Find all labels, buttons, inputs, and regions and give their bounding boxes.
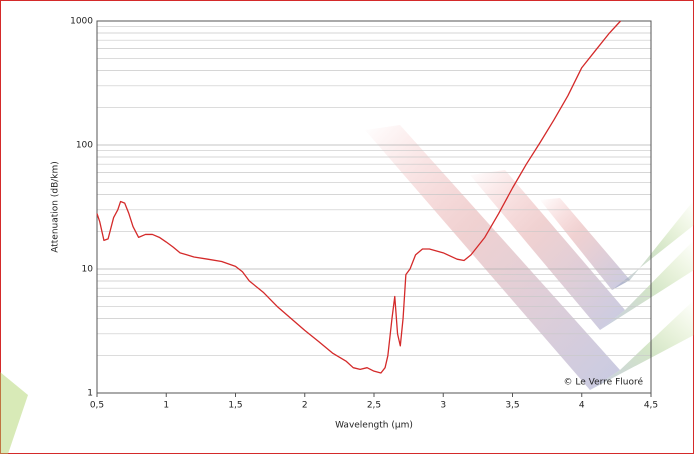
x-tick-label: 4,5 — [644, 401, 658, 411]
x-tick-label: 1 — [163, 401, 169, 411]
x-tick-label: 3 — [440, 401, 446, 411]
x-tick-label: 1,5 — [228, 401, 242, 411]
x-axis-label: Wavelength (µm) — [335, 421, 413, 431]
annotation: © Le Verre Fluoré — [564, 377, 644, 388]
y-tick-label: 1000 — [70, 17, 93, 27]
x-tick-label: 3,5 — [505, 401, 519, 411]
y-tick-label: 100 — [76, 141, 93, 151]
chart: Wavelength (µm) Attenuation (dB/km) © Le… — [0, 0, 694, 454]
y-axis-label: Attenuation (dB/km) — [51, 161, 61, 253]
x-tick-label: 0,5 — [90, 401, 104, 411]
x-tick-label: 4 — [579, 401, 585, 411]
y-tick-label: 1 — [87, 389, 93, 399]
x-tick-label: 2 — [302, 401, 308, 411]
x-tick-label: 2,5 — [367, 401, 381, 411]
y-tick-label: 10 — [82, 265, 94, 275]
